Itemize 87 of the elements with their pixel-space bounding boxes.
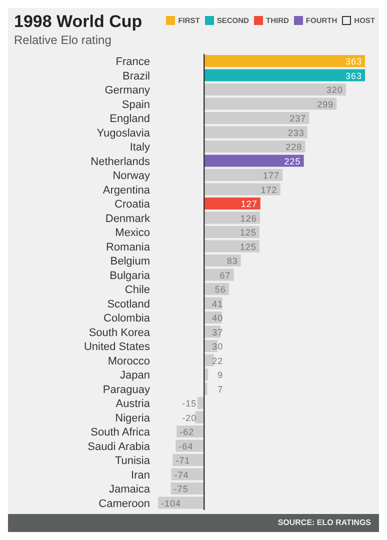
data-label: -74	[174, 470, 189, 480]
data-label: 9	[218, 370, 224, 380]
data-label: -71	[176, 456, 190, 466]
y-tick-label: France	[116, 56, 150, 68]
y-tick-label: Morocco	[108, 355, 150, 368]
data-label: -20	[182, 412, 197, 423]
bar	[204, 84, 346, 96]
data-label: 7	[218, 384, 224, 394]
data-label: 126	[240, 213, 257, 224]
y-tick-label: Austria	[116, 398, 151, 410]
bar	[204, 183, 280, 196]
data-label: 237	[290, 114, 306, 124]
y-tick-label: Mexico	[115, 227, 150, 240]
y-tick-label: Romania	[106, 241, 151, 254]
y-tick-label: Cameroon	[98, 498, 150, 510]
data-label: -75	[174, 484, 188, 494]
bar	[204, 226, 260, 238]
y-tick-label: Paraguay	[102, 384, 150, 396]
y-tick-label: Spain	[122, 98, 150, 111]
y-tick-label: Colombia	[104, 312, 151, 325]
bar	[204, 240, 260, 252]
bar	[204, 169, 283, 181]
y-tick-label: Germany	[104, 84, 150, 97]
y-tick-label: Scotland	[107, 298, 150, 310]
y-tick-label: Croatia	[114, 198, 151, 211]
data-label: 125	[240, 242, 257, 252]
data-label: 40	[212, 313, 224, 323]
data-label: -64	[178, 441, 194, 452]
y-tick-label: South Korea	[88, 326, 151, 339]
y-tick-label: Japan	[120, 370, 150, 382]
y-tick-label: Nigeria	[115, 412, 151, 424]
bar	[204, 198, 260, 210]
y-tick-label: Norway	[112, 170, 150, 182]
data-label: 225	[284, 156, 301, 166]
data-label: -15	[182, 398, 197, 408]
y-tick-label: Tunisia	[114, 455, 151, 468]
y-tick-label: Netherlands	[90, 156, 150, 168]
data-label: 233	[288, 128, 304, 138]
y-tick-label: Brazil	[122, 70, 150, 82]
bar	[204, 140, 306, 152]
data-label: 37	[212, 327, 224, 338]
data-label: 320	[326, 85, 343, 95]
y-tick-label: United States	[84, 341, 150, 354]
bar	[195, 411, 204, 424]
bar	[204, 154, 304, 167]
data-label: 228	[286, 142, 302, 152]
data-label: 83	[226, 256, 238, 266]
y-tick-label: Denmark	[105, 212, 150, 225]
data-label: 299	[317, 99, 334, 110]
chart-title: 1998 World Cup	[14, 12, 142, 32]
data-label: 67	[220, 270, 231, 280]
bar	[204, 126, 308, 138]
data-label: 363	[345, 70, 362, 81]
y-tick-label: Chile	[124, 284, 150, 296]
data-label: -104	[161, 498, 182, 508]
bar	[172, 454, 204, 466]
chart-subtitle: Relative Elo rating	[14, 33, 112, 47]
bar	[197, 397, 204, 409]
bar	[204, 354, 214, 366]
y-tick-label: Saudi Arabia	[88, 440, 151, 453]
data-label: 363	[345, 56, 362, 66]
bar	[204, 69, 365, 82]
y-tick-label: Argentina	[102, 184, 151, 196]
bar	[204, 212, 260, 224]
bar	[204, 98, 337, 110]
y-tick-label: South Africa	[90, 426, 151, 439]
y-tick-label: England	[110, 113, 150, 126]
data-label: 30	[212, 342, 224, 352]
bar	[204, 55, 365, 67]
bar	[204, 268, 234, 281]
y-tick-label: Bulgaria	[110, 270, 151, 282]
y-tick-label: Jamaica	[109, 484, 151, 496]
bar	[204, 112, 310, 124]
y-tick-label: Belgium	[110, 256, 150, 268]
data-label: 22	[212, 356, 224, 366]
y-tick-label: Italy	[130, 142, 150, 154]
bar	[204, 254, 241, 266]
data-label: 177	[263, 170, 280, 180]
data-label: 127	[240, 199, 258, 209]
source-note: SOURCE: ELO RATINGS	[278, 518, 371, 527]
data-label: 125	[240, 228, 257, 238]
data-label: 41	[212, 298, 224, 309]
data-label: 56	[214, 284, 226, 294]
data-label: 172	[260, 184, 278, 195]
y-tick-label: Yugoslavia	[96, 127, 151, 140]
data-label: -62	[180, 427, 194, 437]
y-tick-label: Iran	[131, 469, 150, 482]
